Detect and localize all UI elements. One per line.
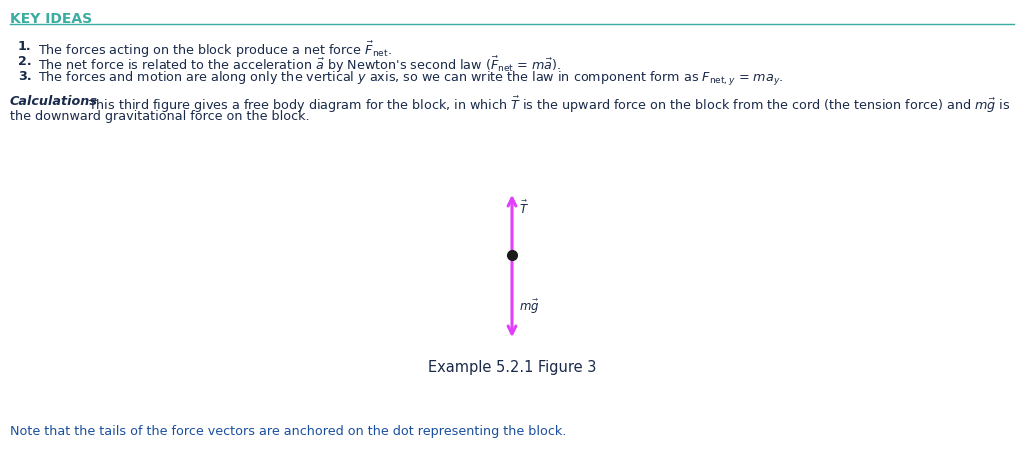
Text: Example 5.2.1 Figure 3: Example 5.2.1 Figure 3 xyxy=(428,360,596,375)
Text: 2.: 2. xyxy=(18,55,32,68)
Text: $m\vec{g}$: $m\vec{g}$ xyxy=(519,298,540,316)
Text: Calculations: Calculations xyxy=(10,95,98,108)
Text: The forces and motion are along only the vertical $y$ axis, so we can write the : The forces and motion are along only the… xyxy=(38,70,783,88)
Text: KEY IDEAS: KEY IDEAS xyxy=(10,12,92,26)
Text: Note that the tails of the force vectors are anchored on the dot representing th: Note that the tails of the force vectors… xyxy=(10,425,566,438)
Text: This third figure gives a free body diagram for the block, in which $\vec{T}$ is: This third figure gives a free body diag… xyxy=(84,95,1011,115)
Text: 1.: 1. xyxy=(18,40,32,53)
Text: The net force is related to the acceleration $\vec{a}$ by Newton's second law ($: The net force is related to the accelera… xyxy=(38,55,561,75)
Text: 3.: 3. xyxy=(18,70,32,83)
Text: $\vec{T}$: $\vec{T}$ xyxy=(519,200,529,217)
Text: the downward gravitational force on the block.: the downward gravitational force on the … xyxy=(10,110,309,123)
Text: The forces acting on the block produce a net force $\vec{F}_{\mathrm{net}}$.: The forces acting on the block produce a… xyxy=(38,40,392,61)
